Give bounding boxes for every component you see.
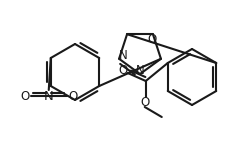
Text: N: N: [44, 90, 54, 103]
Text: O: O: [20, 90, 29, 103]
Text: O: O: [147, 33, 157, 46]
Text: O: O: [68, 90, 77, 103]
Text: O: O: [118, 65, 127, 77]
Text: N: N: [136, 63, 144, 76]
Text: N: N: [119, 49, 127, 62]
Text: O: O: [140, 97, 149, 110]
